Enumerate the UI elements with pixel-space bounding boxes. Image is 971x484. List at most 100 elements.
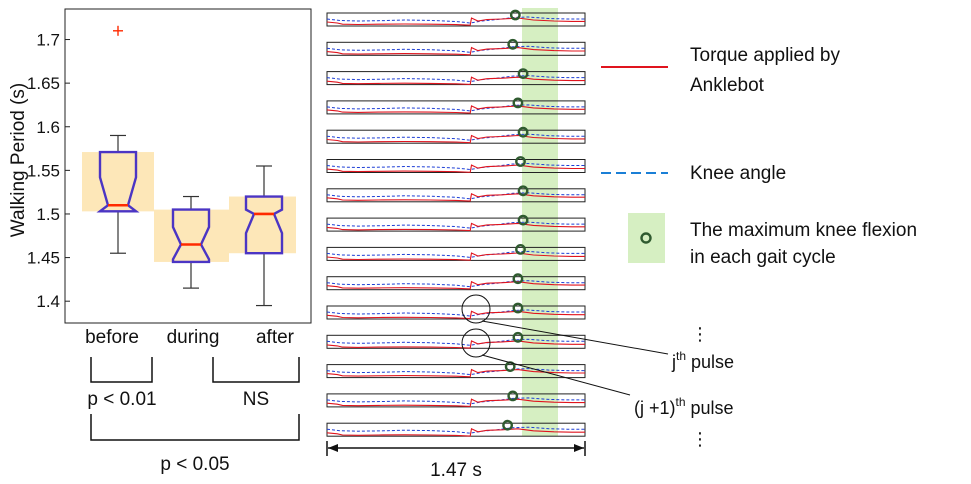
torque-trace bbox=[326, 76, 585, 85]
pulse-leader bbox=[481, 320, 669, 355]
plot-frame bbox=[64, 8, 312, 324]
max-flexion-marker bbox=[517, 126, 529, 138]
knee-angle-trace bbox=[326, 280, 585, 288]
y-tick-label: 1.5 bbox=[36, 205, 60, 224]
legend: Torque applied by Anklebot Knee angle The m… bbox=[601, 45, 917, 449]
gait-cycle-strip bbox=[326, 331, 586, 349]
box-before bbox=[96, 25, 140, 254]
knee-angle-trace bbox=[326, 75, 585, 83]
notched-box bbox=[171, 208, 211, 264]
torque-trace bbox=[326, 398, 585, 407]
knee-angle-trace bbox=[326, 104, 585, 112]
gait-cycle-strip bbox=[326, 126, 586, 144]
bracket-during-after: NS bbox=[212, 357, 300, 410]
legend-flexion-label-2: in each gait cycle bbox=[690, 247, 836, 268]
pulse-leader bbox=[481, 354, 631, 396]
legend-knee-label: Knee angle bbox=[690, 163, 786, 184]
legend-flexion-label: The maximum knee flexion bbox=[690, 220, 917, 241]
gait-cycle-strip bbox=[326, 68, 586, 86]
duration-label: 1.47 s bbox=[430, 460, 482, 481]
y-tick-label: 1.65 bbox=[27, 74, 60, 93]
ellipsis-mark: ⋮ bbox=[691, 324, 709, 344]
significance-brackets: p < 0.01 NS p < 0.05 bbox=[87, 357, 300, 475]
max-flexion-marker bbox=[507, 390, 519, 402]
highlight-before bbox=[82, 152, 154, 212]
torque-trace bbox=[326, 368, 585, 378]
knee-angle-trace bbox=[326, 133, 585, 141]
legend-torque-label-2: Anklebot bbox=[690, 75, 765, 96]
box-after bbox=[244, 165, 284, 307]
torque-trace bbox=[326, 222, 585, 232]
y-tick-label: 1.7 bbox=[36, 31, 60, 50]
torque-trace bbox=[326, 252, 585, 261]
max-flexion-marker bbox=[515, 156, 526, 167]
gait-cycle-strip bbox=[326, 273, 586, 291]
gait-cycle-chart: 1.47 s jth pulse (j +1)th pulse Torque ap… bbox=[326, 8, 917, 481]
bracket-line bbox=[212, 357, 300, 383]
gait-cycle-strips bbox=[326, 9, 586, 437]
x-tick-labels: before during after bbox=[85, 327, 295, 348]
max-flexion-marker bbox=[512, 273, 524, 285]
ellipsis-mark: ⋮ bbox=[691, 429, 709, 449]
notched-box bbox=[96, 150, 140, 213]
highlight-after bbox=[229, 196, 296, 254]
x-tick-label-during: during bbox=[167, 327, 220, 348]
gait-cycle-strip bbox=[326, 419, 586, 437]
max-flexion-marker bbox=[517, 68, 529, 80]
knee-angle-trace bbox=[326, 162, 585, 171]
torque-trace bbox=[326, 340, 585, 349]
knee-angle-trace bbox=[326, 338, 585, 346]
max-flexion-marker bbox=[512, 302, 524, 314]
boxes bbox=[96, 25, 284, 307]
knee-angle-trace bbox=[326, 221, 585, 229]
torque-trace bbox=[326, 164, 585, 173]
notched-box bbox=[244, 195, 284, 255]
bracket-label: p < 0.05 bbox=[160, 454, 229, 475]
legend-torque-label: Torque applied by bbox=[690, 45, 840, 66]
bracket-line bbox=[90, 414, 300, 441]
y-tick-label: 1.45 bbox=[27, 249, 60, 268]
torque-trace bbox=[326, 134, 585, 144]
torque-trace bbox=[326, 17, 585, 26]
torque-trace bbox=[326, 427, 585, 437]
knee-angle-trace bbox=[326, 368, 585, 376]
y-tick-labels: 1.4 1.45 1.5 1.55 1.6 1.65 1.7 bbox=[27, 31, 70, 311]
bracket-before-after: p < 0.05 bbox=[90, 414, 300, 475]
knee-angle-trace bbox=[326, 16, 585, 24]
pulse-label: (j +1)th pulse bbox=[634, 395, 734, 418]
gait-cycle-strip bbox=[326, 38, 586, 56]
knee-angle-trace bbox=[326, 426, 585, 434]
max-flexion-marker bbox=[507, 38, 519, 50]
highlight-during bbox=[154, 209, 229, 262]
pulse-annotation: (j +1)th pulse bbox=[461, 328, 734, 418]
max-flexion-marker bbox=[512, 331, 524, 343]
max-flexion-marker bbox=[509, 9, 521, 21]
pulse-label: jth pulse bbox=[671, 349, 734, 372]
x-tick-label-before: before bbox=[85, 327, 139, 348]
pulse-circle bbox=[461, 294, 491, 324]
legend-marker-swatch bbox=[640, 232, 652, 244]
y-tick-label: 1.6 bbox=[36, 118, 60, 137]
torque-trace bbox=[326, 310, 585, 320]
x-tick-label-after: after bbox=[256, 327, 295, 348]
arrowhead-right bbox=[574, 444, 584, 452]
knee-angle-trace bbox=[326, 250, 585, 258]
gait-cycle-strip bbox=[326, 243, 586, 261]
torque-trace bbox=[326, 46, 585, 56]
pulse-circle bbox=[461, 328, 491, 358]
bracket-label: NS bbox=[243, 389, 269, 410]
box-during bbox=[171, 195, 211, 289]
knee-angle-trace bbox=[326, 192, 585, 200]
max-flexion-marker bbox=[512, 97, 524, 109]
max-flexion-marker bbox=[502, 419, 513, 431]
knee-angle-trace bbox=[326, 309, 585, 317]
knee-angle-trace bbox=[326, 397, 585, 405]
y-tick-label: 1.55 bbox=[27, 161, 60, 180]
torque-trace bbox=[326, 105, 585, 114]
arrowhead-left bbox=[328, 444, 338, 452]
gait-cycle-strip bbox=[326, 390, 586, 408]
max-flexion-marker bbox=[517, 185, 529, 197]
max-flexion-marker bbox=[515, 243, 526, 255]
legend-band-swatch bbox=[628, 213, 665, 263]
pulse-annotation: jth pulse bbox=[461, 294, 734, 372]
